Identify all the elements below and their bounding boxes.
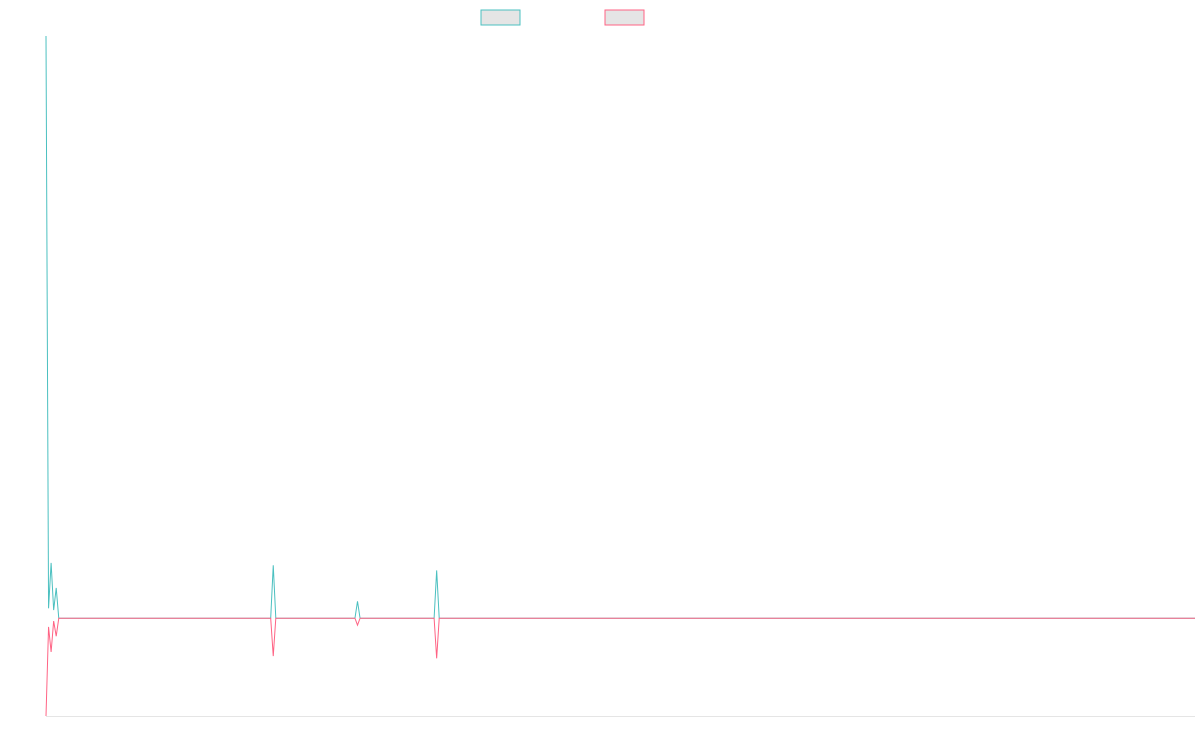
series-line-2 xyxy=(45,617,1195,717)
legend xyxy=(480,9,645,26)
legend-swatch-2[interactable] xyxy=(604,9,645,26)
legend-swatch-1[interactable] xyxy=(480,9,521,26)
series-line-1 xyxy=(45,35,1195,619)
